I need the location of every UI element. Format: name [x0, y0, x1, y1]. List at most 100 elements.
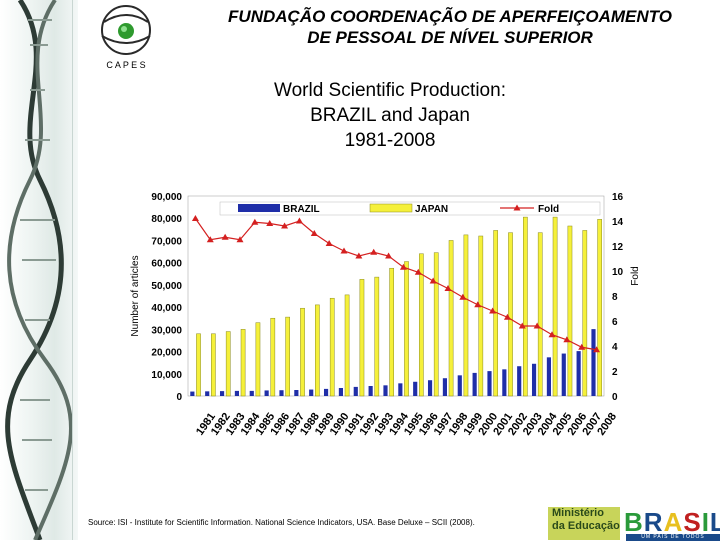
sidebar-divider	[72, 0, 73, 540]
fold-point	[295, 217, 303, 224]
brazil-bar	[338, 388, 343, 396]
organization-title: FUNDAÇÃO COORDENAÇÃO DE APERFEIÇOAMENTO …	[185, 6, 715, 48]
brasil-letter: L	[709, 507, 720, 537]
production-chart: 0 10,000 20,000 30,000 40,000 50,000 60,000 70,…	[130, 192, 641, 438]
fold-point	[385, 252, 393, 259]
japan-bar	[240, 329, 246, 397]
y-tick-label: 90,000	[151, 192, 182, 203]
brazil-bar	[398, 383, 403, 396]
brazil-bar	[279, 390, 284, 396]
y-tick-label: 80,000	[151, 214, 182, 225]
plot-area	[187, 195, 605, 397]
brasil-logo: BRASIL UM PAÍS DE TODOS	[622, 507, 720, 541]
y-tick-label: 40,000	[151, 303, 182, 314]
japan-bar	[344, 294, 350, 397]
brazil-bar	[487, 371, 492, 396]
y-tick-label: 0	[176, 392, 182, 403]
japan-bar	[225, 331, 231, 397]
fold-point	[459, 293, 467, 300]
fold-point	[370, 248, 378, 255]
fold-point	[221, 233, 229, 240]
japan-bar	[255, 322, 261, 397]
japan-bar	[523, 216, 528, 397]
japan-bar	[270, 317, 276, 397]
brazil-bar	[561, 353, 566, 396]
fold-point	[355, 252, 363, 259]
fold-point	[281, 222, 289, 229]
japan-bar	[448, 240, 454, 397]
y2-tick-label: 4	[612, 342, 618, 353]
y-tick-label: 10,000	[151, 370, 182, 381]
y2-tick-label: 6	[612, 317, 618, 328]
fold-point	[206, 236, 214, 243]
brazil-bar	[591, 329, 596, 396]
japan-bar	[196, 333, 201, 397]
japan-bar	[433, 252, 439, 397]
fold-point	[399, 263, 407, 270]
y2-tick-label: 10	[612, 267, 624, 278]
y2-axis-label: Fold	[630, 266, 641, 285]
japan-bar	[389, 267, 394, 397]
japan-bar	[404, 261, 409, 397]
y2-tick-label: 14	[612, 217, 624, 228]
fold-point	[548, 331, 556, 338]
legend-swatch-japan	[369, 203, 413, 213]
capes-logo: C A P E S	[78, 0, 178, 72]
japan-bar	[582, 230, 588, 397]
y2-tick-label: 0	[612, 392, 618, 403]
japan-bar	[315, 304, 320, 397]
ministerio-logo: Ministério da Educação	[548, 507, 620, 540]
japan-bar	[374, 276, 380, 397]
japan-bar	[463, 234, 469, 397]
y-tick-label: 50,000	[151, 281, 182, 292]
fold-point	[340, 247, 348, 254]
org-title-line1: FUNDAÇÃO COORDENAÇÃO DE APERFEIÇOAMENTO	[228, 7, 672, 26]
brazil-bar	[353, 386, 358, 396]
japan-bar	[552, 216, 558, 397]
legend-label-japan: JAPAN	[415, 204, 448, 215]
brasil-letter: R	[643, 507, 664, 537]
brasil-letter: S	[683, 507, 702, 537]
brazil-bar	[249, 390, 254, 396]
brazil-bar	[190, 391, 195, 396]
japan-bar	[419, 253, 424, 397]
brazil-bar	[517, 366, 522, 396]
brazil-bar	[502, 369, 507, 396]
y2-tick-label: 16	[612, 192, 624, 203]
japan-bar	[359, 279, 365, 397]
japan-bar	[508, 232, 513, 397]
japan-bar	[329, 297, 335, 397]
japan-bar	[597, 219, 602, 397]
org-title-line2: DE PESSOAL DE NÍVEL SUPERIOR	[307, 28, 593, 47]
legend-label-fold: Fold	[538, 204, 559, 215]
brasil-letter: B	[624, 507, 644, 537]
fold-point	[518, 322, 526, 329]
slide-title-line1: World Scientific Production:	[274, 80, 506, 101]
brasil-letter: I	[701, 507, 710, 537]
brazil-bar	[531, 363, 537, 396]
legend-marker-fold	[513, 204, 521, 211]
japan-bar	[537, 232, 543, 397]
y-tick-label: 70,000	[151, 236, 182, 247]
brazil-bar	[368, 386, 373, 396]
slide-title-line3: 1981-2008	[344, 130, 436, 151]
fold-point	[489, 307, 497, 314]
fold-point	[593, 346, 601, 353]
japan-bar	[300, 307, 305, 397]
brazil-bar	[309, 389, 314, 396]
brazil-bar	[442, 378, 447, 396]
fold-point	[310, 230, 318, 236]
capes-emblem: C A P E S	[101, 5, 151, 70]
y2-tick-label: 2	[612, 367, 618, 378]
brazil-bar	[546, 357, 551, 396]
brazil-bar	[427, 380, 433, 396]
brasil-wordmark: BRASIL	[624, 507, 720, 538]
brasil-tagline: UM PAÍS DE TODOS	[626, 534, 720, 541]
logo-text: C A P E S	[106, 60, 145, 70]
brazil-bar	[234, 390, 239, 396]
fold-point	[563, 336, 571, 343]
y-tick-label: 20,000	[151, 348, 182, 359]
fold-point	[474, 301, 482, 308]
ministerio-line1: Ministério	[552, 507, 604, 519]
fold-point	[533, 322, 541, 329]
